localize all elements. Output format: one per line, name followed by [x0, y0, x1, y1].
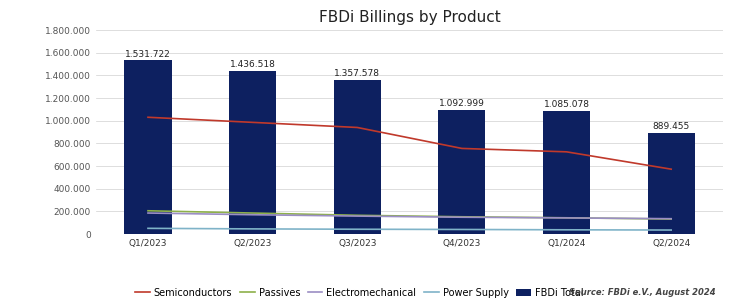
- Line: Semiconductors: Semiconductors: [148, 117, 671, 169]
- Power Supply: [144, 226, 153, 230]
- Line: Passives: Passives: [148, 211, 671, 219]
- Passives: [144, 209, 153, 213]
- Text: 1.092.999: 1.092.999: [439, 99, 485, 108]
- Semiconductors: [562, 150, 571, 154]
- Power Supply: [562, 228, 571, 232]
- Title: FBDi Billings by Product: FBDi Billings by Product: [319, 10, 500, 25]
- Passives: [458, 215, 466, 219]
- Power Supply: [353, 227, 362, 231]
- Semiconductors: [353, 126, 362, 129]
- Text: Source: FBDi e.V., August 2024: Source: FBDi e.V., August 2024: [569, 288, 716, 297]
- Bar: [438, 110, 486, 234]
- Passives: [248, 211, 257, 215]
- Line: Power Supply: Power Supply: [148, 228, 671, 230]
- Passives: [353, 214, 362, 217]
- Bar: [648, 133, 694, 234]
- Line: Electromechanical: Electromechanical: [148, 213, 671, 219]
- Electromechanical: [666, 217, 675, 220]
- Text: 889.455: 889.455: [652, 122, 690, 131]
- Semiconductors: [666, 167, 675, 171]
- Passives: [666, 217, 675, 221]
- Electromechanical: [458, 215, 466, 219]
- Text: 1.531.722: 1.531.722: [125, 50, 171, 59]
- Legend: Semiconductors, Passives, Electromechanical, Power Supply, FBDi Total: Semiconductors, Passives, Electromechani…: [131, 284, 587, 300]
- Bar: [543, 111, 590, 234]
- Bar: [229, 71, 276, 234]
- Semiconductors: [248, 121, 257, 124]
- Semiconductors: [144, 116, 153, 119]
- Text: 1.436.518: 1.436.518: [230, 61, 275, 70]
- Electromechanical: [248, 213, 257, 217]
- Passives: [562, 216, 571, 220]
- Electromechanical: [353, 214, 362, 218]
- Power Supply: [666, 228, 675, 232]
- Power Supply: [458, 228, 466, 231]
- Text: 1.357.578: 1.357.578: [334, 69, 380, 78]
- Semiconductors: [458, 147, 466, 150]
- Bar: [125, 60, 171, 234]
- Electromechanical: [144, 211, 153, 215]
- Text: 1.085.078: 1.085.078: [544, 100, 590, 109]
- Bar: [334, 80, 381, 234]
- Electromechanical: [562, 216, 571, 220]
- Power Supply: [248, 227, 257, 231]
